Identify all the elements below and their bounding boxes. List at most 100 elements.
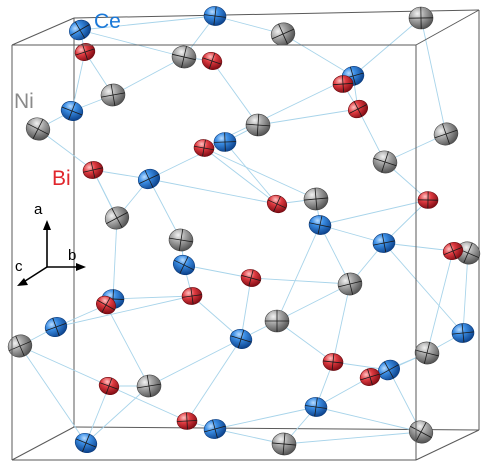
bond bbox=[19, 345, 110, 387]
ce-atom bbox=[69, 19, 91, 41]
ni-atom bbox=[104, 206, 130, 230]
bi-atom bbox=[201, 52, 223, 70]
axis-b-arrowhead bbox=[76, 263, 86, 271]
bond bbox=[383, 242, 464, 334]
ni-atom bbox=[408, 420, 434, 444]
bond bbox=[257, 108, 359, 126]
bi-atom bbox=[98, 377, 120, 395]
ni-atom bbox=[264, 309, 290, 333]
cell-edge bbox=[11, 426, 75, 461]
cell-edge bbox=[415, 429, 480, 461]
ce-atom bbox=[308, 215, 332, 235]
bond bbox=[112, 217, 118, 300]
axis-a-arrowhead bbox=[43, 220, 51, 230]
bond bbox=[85, 385, 150, 444]
ce-atom bbox=[304, 397, 328, 417]
bond bbox=[211, 60, 259, 126]
bond bbox=[383, 242, 454, 252]
ce-atom bbox=[74, 432, 98, 454]
bi-atom bbox=[442, 241, 464, 261]
bi-atom bbox=[417, 191, 439, 209]
atoms bbox=[7, 6, 481, 456]
bond-network bbox=[19, 15, 469, 445]
axis-b-label: b bbox=[68, 247, 77, 264]
bond bbox=[352, 17, 422, 77]
axis-c-arrowhead bbox=[17, 278, 28, 286]
bi-atom bbox=[96, 295, 116, 315]
bond bbox=[214, 406, 317, 430]
ni-atom bbox=[25, 117, 51, 141]
ce-atom bbox=[213, 132, 237, 152]
ni-atom bbox=[136, 374, 162, 398]
unit-cell-back-edges bbox=[73, 9, 480, 431]
bond bbox=[85, 385, 110, 444]
bi-atom bbox=[82, 161, 104, 179]
bond bbox=[276, 283, 351, 322]
ni-atom bbox=[270, 22, 296, 46]
ni-atom bbox=[372, 150, 398, 174]
ce-atom bbox=[203, 419, 227, 439]
ni-atom bbox=[171, 45, 197, 69]
bond bbox=[426, 250, 454, 354]
ni-atom bbox=[100, 83, 126, 107]
ni-atom bbox=[337, 272, 363, 296]
bi-atom bbox=[74, 43, 96, 61]
ce-atom bbox=[451, 323, 475, 343]
bi-atom bbox=[266, 194, 288, 214]
ce-atom bbox=[378, 359, 400, 381]
ni-atom bbox=[168, 228, 194, 252]
unit-cell-front-edges bbox=[11, 9, 480, 461]
bond bbox=[71, 51, 86, 112]
bi-atom bbox=[176, 412, 198, 430]
bond bbox=[283, 431, 422, 445]
ce-atom bbox=[229, 329, 253, 349]
bond bbox=[148, 338, 242, 387]
bond bbox=[55, 295, 193, 328]
ni-atom bbox=[245, 113, 271, 137]
ni-atom bbox=[303, 187, 329, 211]
ni-atom bbox=[271, 432, 297, 456]
ce-atom bbox=[60, 100, 84, 122]
bi-atom bbox=[240, 269, 262, 287]
bond bbox=[276, 224, 321, 322]
bond bbox=[112, 295, 193, 300]
bi-atom bbox=[181, 287, 203, 305]
cell-edge bbox=[11, 17, 75, 46]
bond bbox=[186, 338, 242, 422]
bond bbox=[19, 345, 87, 444]
ce-atom bbox=[172, 254, 196, 276]
cell-edge bbox=[415, 9, 480, 46]
bond bbox=[108, 385, 188, 422]
legend-ni-label: Ni bbox=[14, 90, 34, 113]
ce-atom bbox=[372, 233, 396, 253]
axis-c-arrow bbox=[21, 266, 48, 284]
axis-triad bbox=[17, 220, 86, 286]
axis-c-label: c bbox=[15, 258, 23, 275]
bi-atom bbox=[332, 75, 354, 93]
ce-atom bbox=[44, 317, 68, 337]
bond bbox=[203, 147, 317, 200]
bond bbox=[224, 141, 278, 205]
legend-ce-label: Ce bbox=[94, 10, 121, 33]
bond bbox=[282, 33, 354, 77]
bi-atom bbox=[347, 99, 369, 119]
bond bbox=[112, 56, 185, 96]
bond bbox=[332, 283, 351, 363]
bi-atom bbox=[322, 353, 344, 371]
bond bbox=[250, 277, 351, 285]
bond bbox=[315, 406, 422, 433]
legend-bi-label: Bi bbox=[52, 167, 71, 190]
bond bbox=[79, 29, 185, 58]
ni-atom bbox=[408, 6, 434, 30]
bond bbox=[105, 304, 150, 387]
axis-a-label: a bbox=[34, 201, 43, 218]
bond bbox=[420, 17, 447, 135]
ni-atom bbox=[7, 334, 33, 358]
bond bbox=[240, 277, 252, 340]
ce-atom bbox=[203, 6, 227, 26]
bond bbox=[79, 15, 216, 31]
bond bbox=[183, 264, 252, 279]
bond bbox=[148, 178, 278, 205]
bond bbox=[319, 199, 429, 226]
